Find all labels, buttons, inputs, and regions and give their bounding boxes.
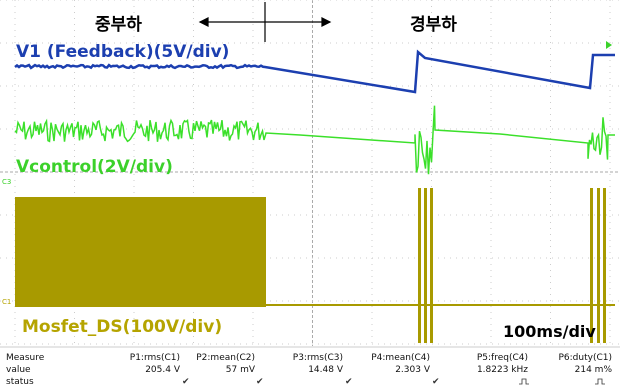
table-value: 1.8223 kHz <box>477 365 528 375</box>
table-header: P6:duty(C1) <box>559 353 613 363</box>
table-header: P2:mean(C2) <box>196 353 255 363</box>
table-header: P4:mean(C4) <box>371 353 430 363</box>
table-header: Measure <box>6 353 45 363</box>
c1-marker: C1 <box>2 298 11 306</box>
c3-marker: C3 <box>2 178 11 186</box>
table-value: 214 m% <box>575 365 613 375</box>
v1-label: V1 (Feedback)(5V/div) <box>16 42 229 62</box>
table-value: 57 mV <box>226 365 256 375</box>
mosfet-spike <box>430 188 433 343</box>
mosfet-spike <box>597 188 600 343</box>
oscilloscope-screen: 중부하 경부하 V1 (Feedback)(5V/div) Vcontrol(2… <box>0 0 620 388</box>
measure-table: Measure value P1:rms(C1) 205.4 V P2:mean(C2)… <box>0 347 620 388</box>
status-ok-icon: ✔ <box>432 377 440 387</box>
mosfet-label: Mosfet_DS(100V/div) <box>22 317 222 337</box>
mosfet-burst <box>15 197 266 307</box>
table-value: 14.48 V <box>308 365 344 375</box>
mosfet-spike <box>418 188 421 343</box>
vcontrol-label: Vcontrol(2V/div) <box>16 157 173 177</box>
table-header: P1:rms(C1) <box>130 353 180 363</box>
table-header: P3:rms(C3) <box>293 353 343 363</box>
table-value: value <box>6 365 31 375</box>
status-label: status <box>6 377 34 387</box>
mosfet-spike <box>603 188 606 343</box>
table-value: 2.303 V <box>395 365 431 375</box>
mosfet-spike <box>424 188 427 343</box>
status-ok-icon: ✔ <box>345 377 353 387</box>
timebase-label: 100ms/div <box>503 322 596 341</box>
status-ok-icon: ✔ <box>182 377 190 387</box>
heavy-load-label: 중부하 <box>95 15 142 35</box>
table-value: 205.4 V <box>145 365 181 375</box>
mosfet-spike <box>590 188 593 343</box>
status-ok-icon: ✔ <box>256 377 264 387</box>
table-header: P5:freq(C4) <box>477 353 528 363</box>
light-load-label: 경부하 <box>410 15 457 35</box>
